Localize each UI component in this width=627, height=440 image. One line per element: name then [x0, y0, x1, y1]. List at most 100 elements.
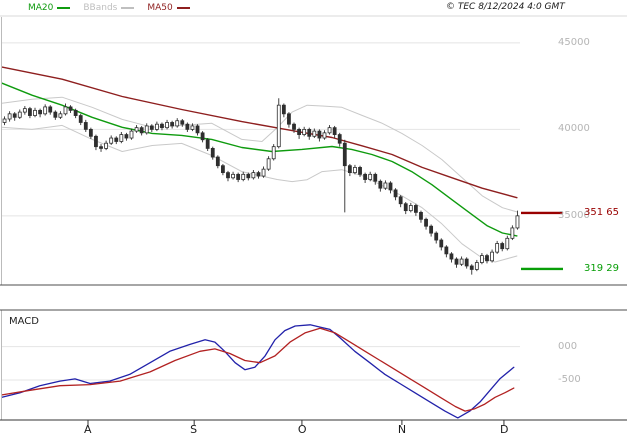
candle-body [383, 182, 388, 189]
candle-body [134, 127, 139, 132]
candle-body [317, 130, 322, 139]
candle-body [454, 258, 459, 265]
candle-body [88, 128, 93, 137]
macd-panel-label: MACD [9, 316, 39, 327]
candle-body [358, 167, 362, 175]
candle-body [149, 125, 154, 130]
candle-body [408, 205, 413, 212]
price-axis-label: 45000 [558, 36, 590, 48]
candle-body [165, 122, 169, 129]
candle-body [363, 173, 368, 180]
candle-body [17, 111, 22, 118]
candle-body [144, 125, 149, 134]
candle-body [322, 132, 327, 139]
candle-body [403, 203, 408, 212]
candle-body [28, 108, 32, 116]
candle-body [469, 265, 474, 270]
month-label: O [297, 423, 307, 436]
month-label: N [397, 423, 407, 436]
candle-body [332, 127, 337, 135]
candle-body [464, 258, 469, 267]
candle-body [312, 130, 317, 137]
candle-body [124, 134, 129, 139]
candle-body [510, 227, 515, 239]
legend-dash-icon [176, 7, 190, 9]
legend-item-ma50: MA50 [147, 2, 190, 14]
bb_lower-line [1, 124, 518, 263]
legend-dash-icon [57, 7, 71, 9]
candle-body [393, 189, 398, 198]
candle-body [139, 127, 144, 134]
candle-body [347, 165, 352, 174]
support-level-label: 319 29 [584, 262, 619, 274]
candle-body [236, 173, 241, 180]
candle-body [505, 237, 510, 250]
candle-body [271, 146, 276, 160]
candle-body [327, 127, 332, 134]
candle-body [38, 109, 42, 115]
candle-body [398, 196, 403, 205]
candle-body [180, 120, 185, 125]
candle-body [175, 120, 180, 127]
candle-body [342, 142, 347, 167]
candle-body [12, 113, 17, 118]
candle-body [429, 225, 434, 234]
candle-body [205, 139, 210, 149]
legend-item-ma20: MA20 [28, 2, 71, 14]
candle-body [2, 118, 7, 123]
legend-dash-icon [121, 7, 135, 9]
candle-body [43, 106, 48, 115]
legend-label-bbands: BBands [83, 3, 118, 13]
candle-body [185, 123, 190, 130]
copyright-text: © TEC 8/12/2024 4:0 GMT [446, 2, 565, 12]
candle-body [221, 165, 225, 174]
candle-body [495, 243, 500, 253]
candle-body [281, 104, 286, 115]
candle-body [439, 239, 444, 248]
candle-body [241, 173, 246, 180]
candle-body [419, 211, 423, 220]
candle-body [94, 135, 98, 148]
candle-body [256, 172, 261, 177]
macd-axis-label: 000 [558, 340, 578, 352]
candle-body [78, 115, 83, 123]
price-axis-label: 40000 [558, 123, 590, 135]
candle-body [210, 148, 215, 158]
candle-body [109, 137, 114, 144]
resistance-level-label: 351 65 [584, 206, 619, 218]
candle-body [251, 172, 256, 179]
month-label: D [499, 423, 509, 436]
candle-body [22, 108, 27, 113]
candle-body [444, 246, 449, 255]
candle-body [53, 111, 58, 118]
candle-body [378, 180, 383, 189]
candle-body [246, 173, 251, 179]
candle-body [292, 123, 296, 130]
candle-body [449, 253, 454, 260]
candle-body [287, 113, 291, 125]
candle-body [459, 258, 464, 265]
candle-body [195, 125, 200, 134]
macd-axis-label: -500 [558, 374, 581, 385]
candle-body [297, 128, 301, 135]
candle-body [368, 173, 373, 180]
candle-body [226, 172, 230, 179]
candle-body [515, 215, 520, 229]
candle-body [276, 104, 281, 148]
candle-body [7, 113, 12, 120]
candle-body [474, 262, 479, 270]
candle-body [68, 106, 73, 111]
candle-body [63, 106, 68, 115]
candle-body [337, 134, 342, 144]
candle-body [215, 156, 220, 167]
bb_upper-line [1, 96, 518, 213]
legend-item-bbands: BBands [83, 2, 135, 14]
candle-body [104, 142, 109, 149]
legend: MA20 BBands MA50 [28, 2, 190, 14]
candle-body [373, 173, 378, 182]
candle-body [353, 167, 357, 174]
ma50-line [1, 66, 518, 199]
candle-body [58, 113, 63, 118]
